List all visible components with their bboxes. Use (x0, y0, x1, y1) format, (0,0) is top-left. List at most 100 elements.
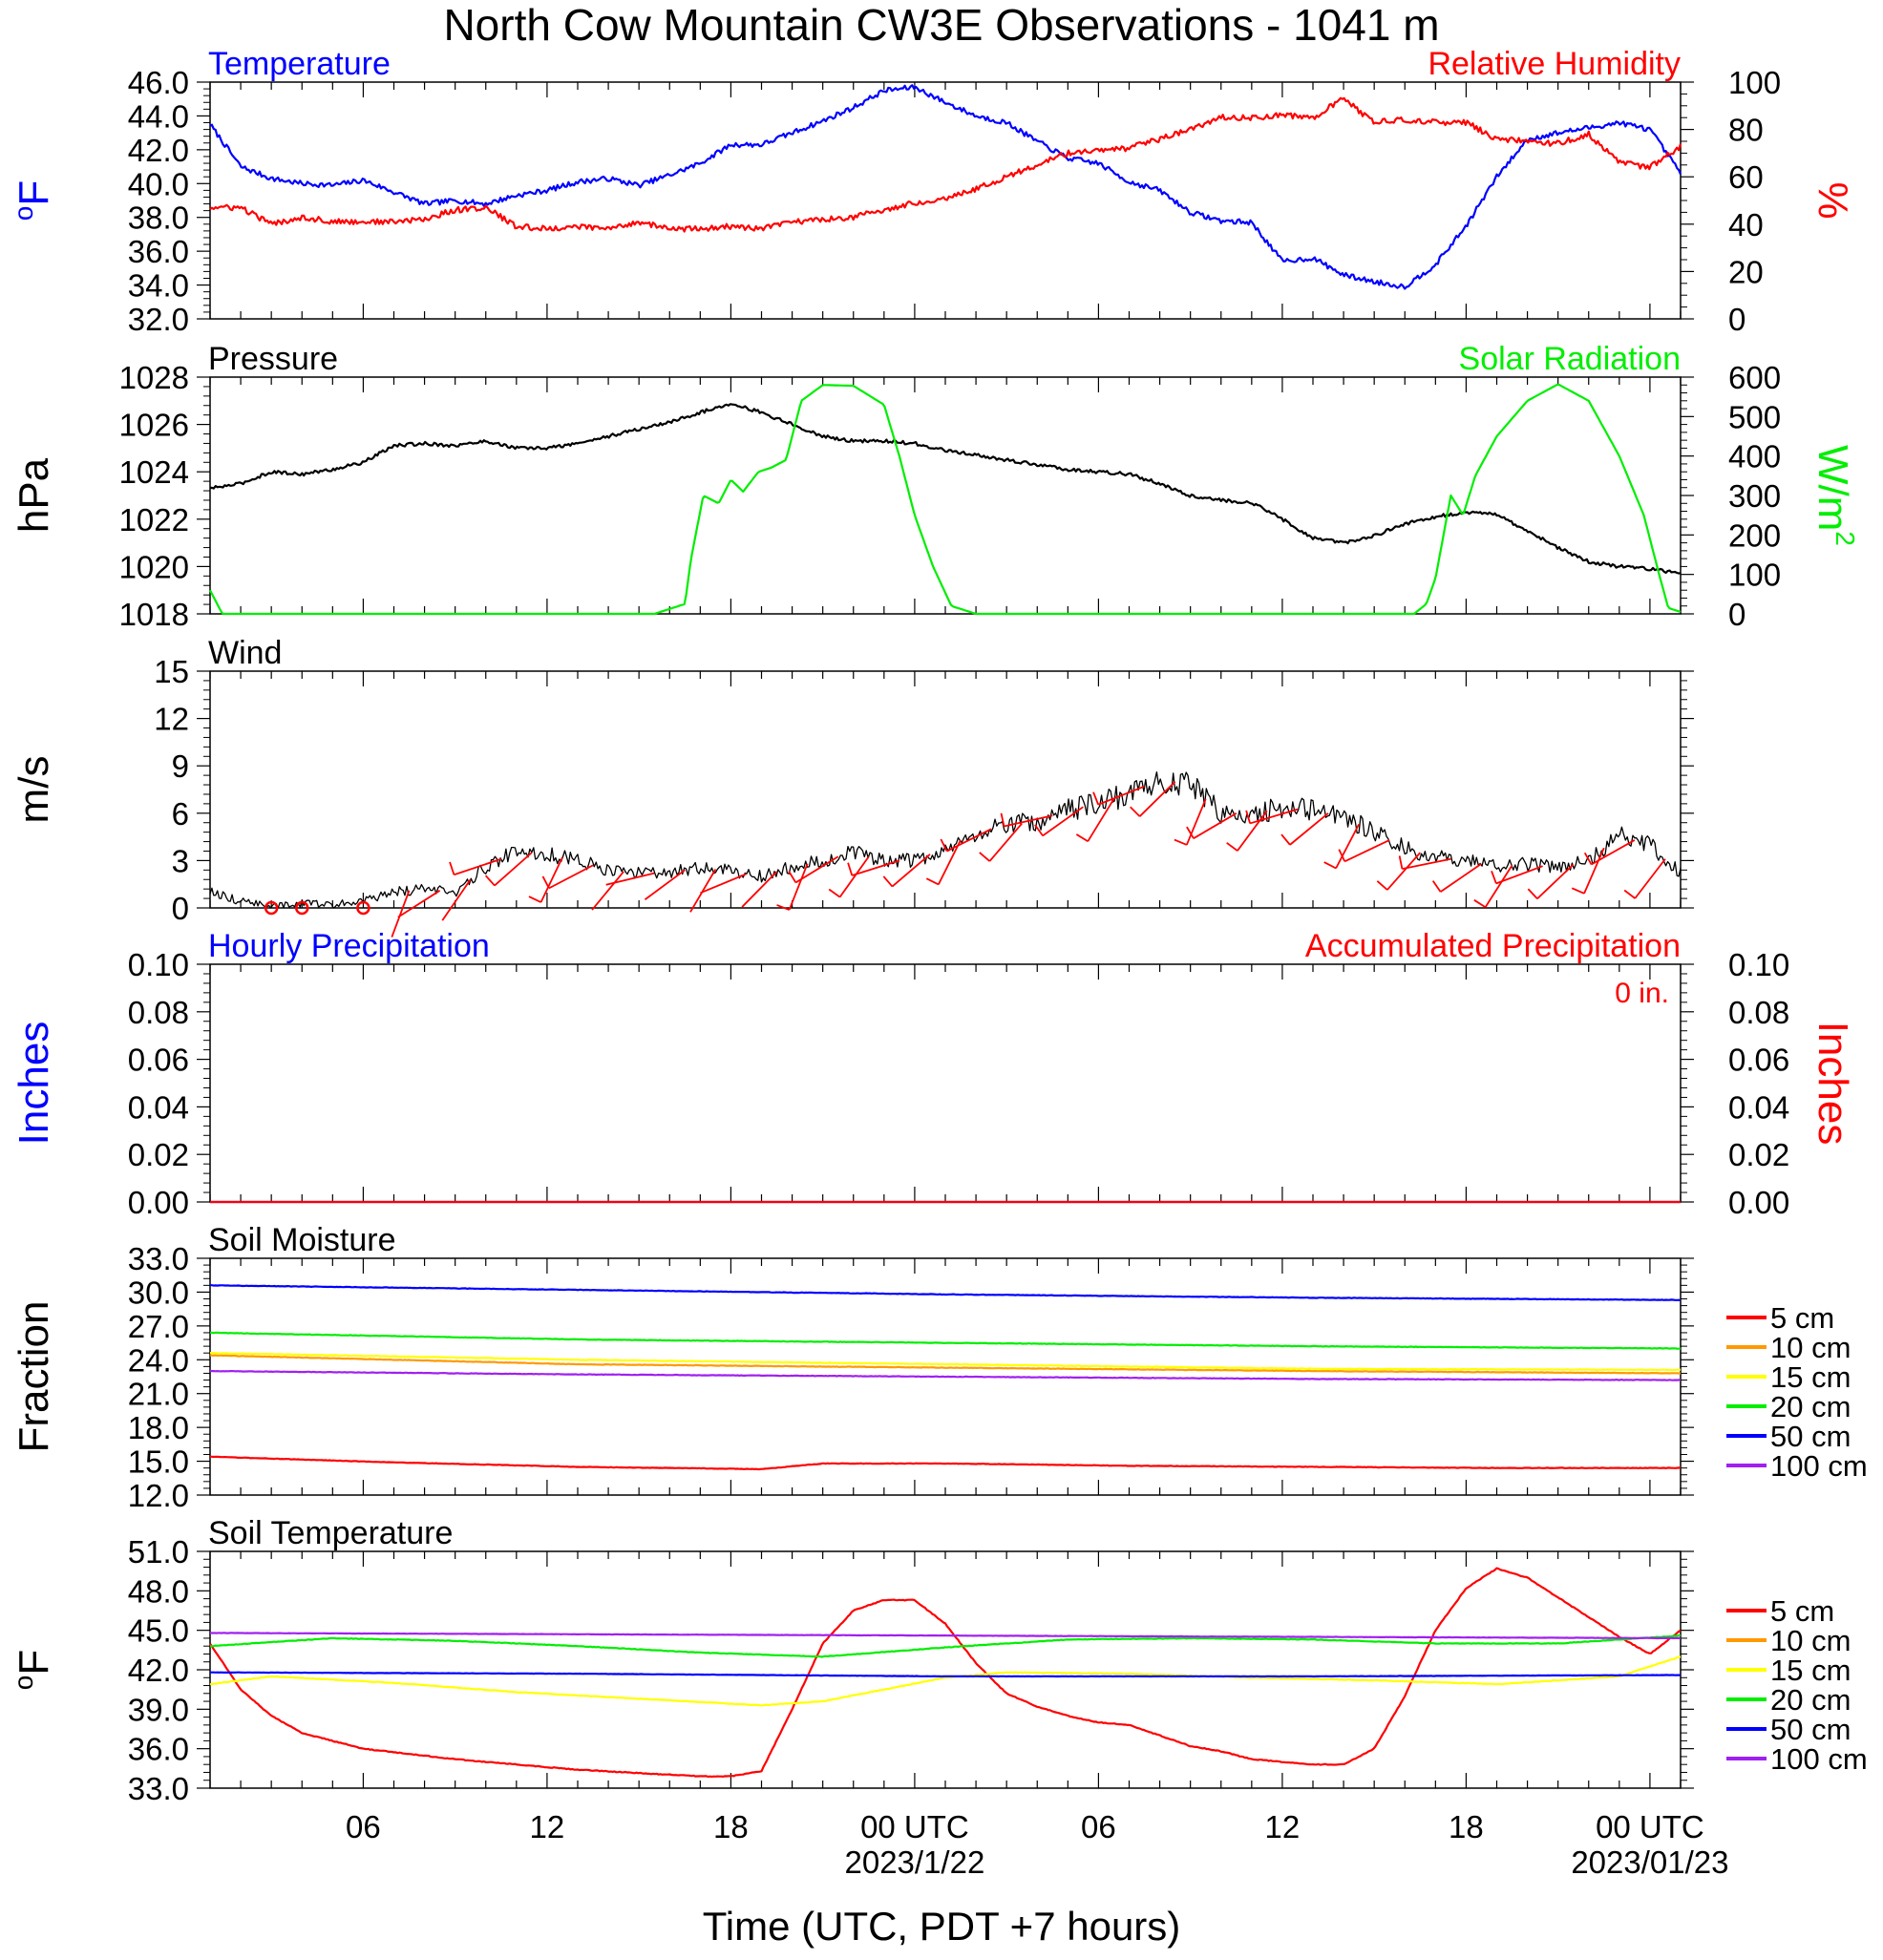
legend-label: 100 cm (1770, 1449, 1868, 1483)
y-right-tick-label: 100 (1728, 558, 1781, 593)
wind-barb-flag (1245, 810, 1251, 824)
y-right-tick-label: 0 (1728, 597, 1745, 632)
y-left-axis-title: m/s (11, 756, 57, 824)
wind-barb (1237, 810, 1268, 852)
y-left-tick-label: 33.0 (128, 1241, 189, 1276)
y-right-tick-label: 200 (1728, 517, 1781, 553)
panel-title-left: Soil Moisture (208, 1222, 396, 1258)
series-line-50-cm (210, 1284, 1682, 1301)
wind-barb-flag (1130, 806, 1141, 817)
y-left-tick-label: 45.0 (128, 1613, 189, 1649)
wind-barb (1386, 852, 1421, 891)
y-left-tick-label: 9 (172, 748, 189, 784)
wind-barb (1591, 839, 1636, 866)
y-left-tick-label: 51.0 (128, 1534, 189, 1570)
y-left-tick-label: 1024 (119, 454, 189, 490)
wind-barb-flag (1491, 870, 1497, 884)
y-right-axis-title: Inches (1809, 1022, 1856, 1146)
series-line-5-cm (209, 1567, 1682, 1779)
wind-barb (1343, 839, 1390, 863)
degree-symbol: o (9, 206, 38, 221)
wind-barb-flag (484, 875, 496, 887)
legend-label: 15 cm (1770, 1360, 1851, 1394)
y-left-tick-label: 0.04 (128, 1089, 189, 1125)
wind-barb (1138, 781, 1176, 817)
panel-soil-temperature: 33.0 36.0 39.0 42.0 45.0 48.051.0 Soil Tempera… (9, 1515, 1868, 1806)
x-tick-label: 12 (1265, 1809, 1301, 1844)
x-tick-label: 12 (530, 1809, 565, 1844)
y-left-tick-label: 12.0 (128, 1478, 189, 1513)
y-left-tick-label: 48.0 (128, 1573, 189, 1609)
wind-barb-flag (1431, 880, 1442, 893)
y-left-tick-label: 46.0 (128, 65, 189, 100)
unit-letter: F (11, 1650, 57, 1675)
wind-barb (644, 869, 686, 900)
y-left-tick-label: 21.0 (128, 1377, 189, 1412)
x-tick-label: 00 UTC (860, 1809, 969, 1844)
wind-barb (988, 822, 1023, 862)
wind-barb (1583, 847, 1605, 895)
wind-barb (946, 828, 992, 853)
y-left-axis-title: Fraction (11, 1301, 57, 1453)
series-line-20-cm (209, 1633, 1682, 1658)
legend-label: 50 cm (1770, 1420, 1851, 1453)
wind-barb (591, 871, 624, 911)
y-left-tick-label: 36.0 (128, 1732, 189, 1767)
y-left-tick-label: 0 (172, 891, 189, 926)
unit-superscript: 2 (1830, 531, 1860, 546)
y-left-tick-label: 0.02 (128, 1137, 189, 1172)
y-left-tick-label: 38.0 (128, 200, 189, 236)
x-tick-label: 00 UTC (1596, 1809, 1704, 1844)
wind-barb (1495, 865, 1543, 885)
y-left-tick-label: 1022 (119, 502, 189, 537)
y-right-tick-label: 600 (1728, 360, 1781, 395)
y-right-tick-label: 0.10 (1728, 947, 1789, 982)
series-line-wind (209, 771, 1682, 909)
degree-symbol: o (9, 1675, 38, 1691)
y-right-tick-label: 100 (1728, 65, 1781, 100)
x-tick-date-label: 2023/01/23 (1571, 1844, 1728, 1880)
y-left-tick-label: 15.0 (128, 1444, 189, 1480)
series-line-20-cm (209, 1331, 1682, 1350)
legend-label: 20 cm (1770, 1390, 1851, 1423)
wind-barb (548, 864, 594, 890)
wind-barb-flag (882, 875, 894, 888)
y-right-tick-label: 0.04 (1728, 1089, 1789, 1125)
wind-barb (1634, 858, 1666, 899)
series-line-100-cm (210, 1632, 1682, 1640)
wind-barb-flag (1473, 898, 1487, 908)
x-tick-label: 06 (1081, 1809, 1116, 1844)
y-left-tick-label: 1020 (119, 549, 189, 584)
wind-barb (1402, 857, 1451, 870)
y-left-tick-label: 33.0 (128, 1771, 189, 1806)
wind-barb-flag (528, 896, 541, 903)
wind-barb (1249, 808, 1299, 825)
y-right-tick-label: 80 (1728, 113, 1764, 148)
y-left-axis-title: oF (9, 1650, 57, 1690)
panel-title-right: Relative Humidity (1428, 46, 1681, 82)
calm-wind-marker (264, 900, 279, 916)
panel-title-left: Soil Temperature (208, 1515, 453, 1551)
y-left-tick-label: 44.0 (128, 98, 189, 134)
y-left-tick-label: 40.0 (128, 166, 189, 201)
wind-barb (1087, 798, 1115, 842)
y-left-tick-label: 1026 (119, 408, 189, 443)
series-line-100-cm (209, 1369, 1682, 1381)
legend-label: 5 cm (1770, 1594, 1834, 1628)
wind-barb-flag (776, 904, 790, 911)
wind-barb (1484, 864, 1513, 908)
x-tick-label: 18 (1449, 1809, 1484, 1844)
y-left-tick-label: 1028 (119, 360, 189, 395)
panel-title-left: Temperature (208, 46, 391, 82)
panel-precipitation: 0.00 0.02 0.04 0.06 0.08 0.10 0.00 0.02 0.04 0.06… (11, 928, 1856, 1220)
panel-soil-moisture: 12.015.018.021.024.027.030.033.0 Soil Moi… (11, 1222, 1868, 1513)
x-tick-date-label: 2023/1/22 (845, 1844, 985, 1880)
y-right-tick-label: 0 (1728, 302, 1745, 337)
wind-barb (1193, 812, 1238, 839)
legend-label: 15 cm (1770, 1654, 1851, 1687)
y-right-tick-label: 40 (1728, 207, 1764, 242)
calm-wind-marker (356, 900, 370, 916)
wind-barb-flag (541, 875, 550, 889)
wind-barb-flag (1527, 888, 1538, 899)
y-left-tick-label: 1018 (119, 597, 189, 632)
